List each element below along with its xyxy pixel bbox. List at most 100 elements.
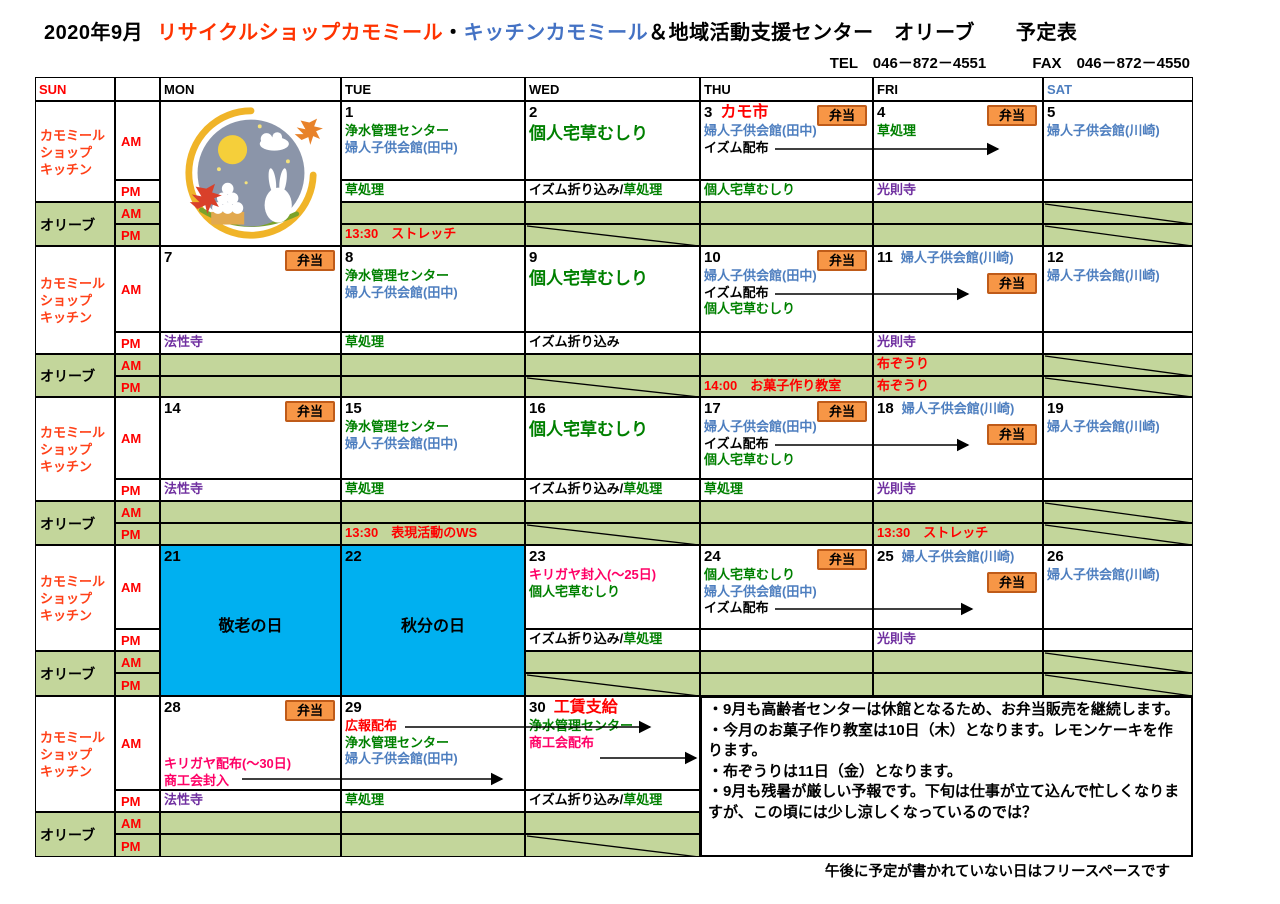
olive-am-cell: [341, 202, 525, 224]
date-side-label: 婦人子供会館(川崎): [900, 250, 1014, 265]
date-number: 26: [1047, 548, 1064, 565]
date-number: 30: [529, 699, 546, 716]
date-number: 7: [164, 249, 173, 266]
tel-number: TEL 046－872－4551: [829, 55, 987, 72]
closed-slash-line: [1044, 203, 1190, 223]
contact-line: TEL 046－872－4551 FAX 046－872－4550: [0, 52, 1190, 73]
olive-am-cell: 布ぞうり: [873, 354, 1043, 376]
date-side-label: 工賃支給: [553, 699, 618, 716]
schedule-entry: イズム折り込み/草処理: [529, 182, 663, 197]
title-kitchen: キッチンカモミール: [463, 22, 649, 44]
group-label-line: ショップ: [40, 293, 93, 308]
day-cell-am-7: 7 弁当: [160, 246, 341, 332]
olive-am-cell: [1043, 202, 1193, 224]
date-row: 1: [342, 103, 524, 123]
closed-slash-line: [1044, 225, 1190, 245]
group-label-olive: オリーブ: [35, 202, 115, 246]
olive-am-cell: [700, 501, 873, 523]
bento-badge: 弁当: [986, 572, 1037, 593]
day-cell-am-8: 8 浄水管理センター 婦人子供会館(田中): [341, 246, 525, 332]
date-number: 18: [877, 400, 894, 417]
date-row: 29: [342, 698, 524, 718]
olive-pm-cell: 布ぞうり: [873, 376, 1043, 397]
closed-slash-line: [1044, 502, 1190, 522]
dow-header-fri: FRI: [873, 77, 1043, 101]
note-line: ・布ぞうりは11日（金）となります。: [708, 762, 962, 780]
group-label-line: カモミール: [40, 276, 106, 291]
group-label-line: オリーブ: [40, 368, 96, 384]
ampm-label: PM: [115, 332, 160, 354]
olive-am-cell: [1043, 501, 1193, 523]
date-number: 8: [345, 249, 354, 266]
date-row: 14: [161, 399, 340, 419]
date-row: 19: [1044, 399, 1192, 419]
day-cell-am-11: 11 婦人子供会館(川崎) 弁当: [873, 246, 1043, 332]
olive-am-cell: [700, 202, 873, 224]
date-number: 12: [1047, 249, 1064, 266]
ampm-label: PM: [115, 629, 160, 651]
schedule-entry: イズム配布: [704, 435, 769, 451]
olive-pm-cell: [525, 376, 700, 397]
date-number: 1: [345, 104, 354, 121]
day-cell-am-26: 26 婦人子供会館(川崎): [1043, 545, 1193, 629]
schedule-entry: 個人宅草むしり: [704, 452, 796, 467]
bento-badge: 弁当: [284, 250, 335, 271]
dow-header-mon: MON: [160, 77, 341, 101]
date-number: 14: [164, 400, 181, 417]
day-cell-am-1: 1 浄水管理センター 婦人子供会館(田中): [341, 101, 525, 180]
date-number: 5: [1047, 104, 1056, 121]
note-line: ・9月も高齢者センターは休館となるため、お弁当販売を継続します。: [708, 701, 1180, 718]
date-number: 16: [529, 400, 546, 417]
closed-slash-line: [1044, 377, 1190, 396]
ampm-label: PM: [115, 790, 160, 812]
date-number: 25: [877, 548, 894, 565]
day-cell-pm-30: イズム折り込み/草処理: [525, 790, 700, 812]
day-cell-pm-10: [700, 332, 873, 354]
group-label-olive: オリーブ: [35, 651, 115, 696]
date-row: 18 婦人子供会館(川崎): [874, 399, 1042, 419]
day-cell-am-30: 30 工賃支給 浄水管理センター 商工会配布: [525, 696, 700, 790]
ampm-label: AM: [115, 101, 160, 180]
group-label-line: カモミール: [40, 127, 106, 143]
schedule-entry: 婦人子供会館(川崎): [1047, 419, 1160, 434]
date-row: 25 婦人子供会館(川崎): [874, 547, 1042, 567]
group-label-olive: オリーブ: [35, 501, 115, 545]
schedule-entry: 婦人子供会館(田中): [704, 123, 817, 138]
ampm-label: PM: [115, 673, 160, 696]
tsukimi-cell: [160, 101, 341, 246]
group-label-olive: オリーブ: [35, 354, 115, 397]
schedule-entry: 個人宅草むしり: [529, 583, 621, 599]
group-label-line: キッチン: [40, 608, 93, 623]
olive-am-cell: [700, 354, 873, 376]
date-number: 15: [345, 400, 362, 417]
olive-am-cell: [525, 501, 700, 523]
date-number: 4: [877, 104, 886, 121]
schedule-entry: 14:00 お菓子作り教室: [704, 378, 842, 393]
schedule-entry: 個人宅草むしり: [704, 301, 796, 316]
date-number: 22: [345, 548, 362, 565]
ampm-label: AM: [115, 397, 160, 479]
day-cell-pm-2: イズム折り込み/草処理: [525, 180, 700, 202]
date-row: 21: [161, 547, 340, 567]
olive-pm-cell: [700, 523, 873, 545]
date-number: 11: [877, 249, 893, 266]
date-row: 28: [161, 698, 340, 718]
schedule-entry: 光則寺: [877, 481, 917, 496]
bento-badge: 弁当: [816, 250, 867, 271]
day-cell-pm-26: [1043, 629, 1193, 651]
ampm-label: AM: [115, 545, 160, 629]
schedule-entry: 草処理: [345, 792, 385, 807]
group-label-line: ショップ: [40, 144, 93, 160]
day-cell-am-14: 14 弁当: [160, 397, 341, 479]
day-cell-am-29: 29 広報配布 浄水管理センター 婦人子供会館(田中): [341, 696, 525, 790]
day-cell-am-5: 5 婦人子供会館(川崎): [1043, 101, 1193, 180]
olive-am-cell: [525, 354, 700, 376]
olive-pm-cell: [1043, 376, 1193, 397]
schedule-entry: 法性寺: [164, 792, 204, 807]
bento-badge: 弁当: [986, 105, 1037, 126]
group-label-line: キッチン: [40, 764, 93, 779]
day-cell-pm-17: 草処理: [700, 479, 873, 501]
schedule-entry: 婦人子供会館(田中): [345, 284, 458, 300]
date-side-label: カモ市: [720, 104, 769, 121]
